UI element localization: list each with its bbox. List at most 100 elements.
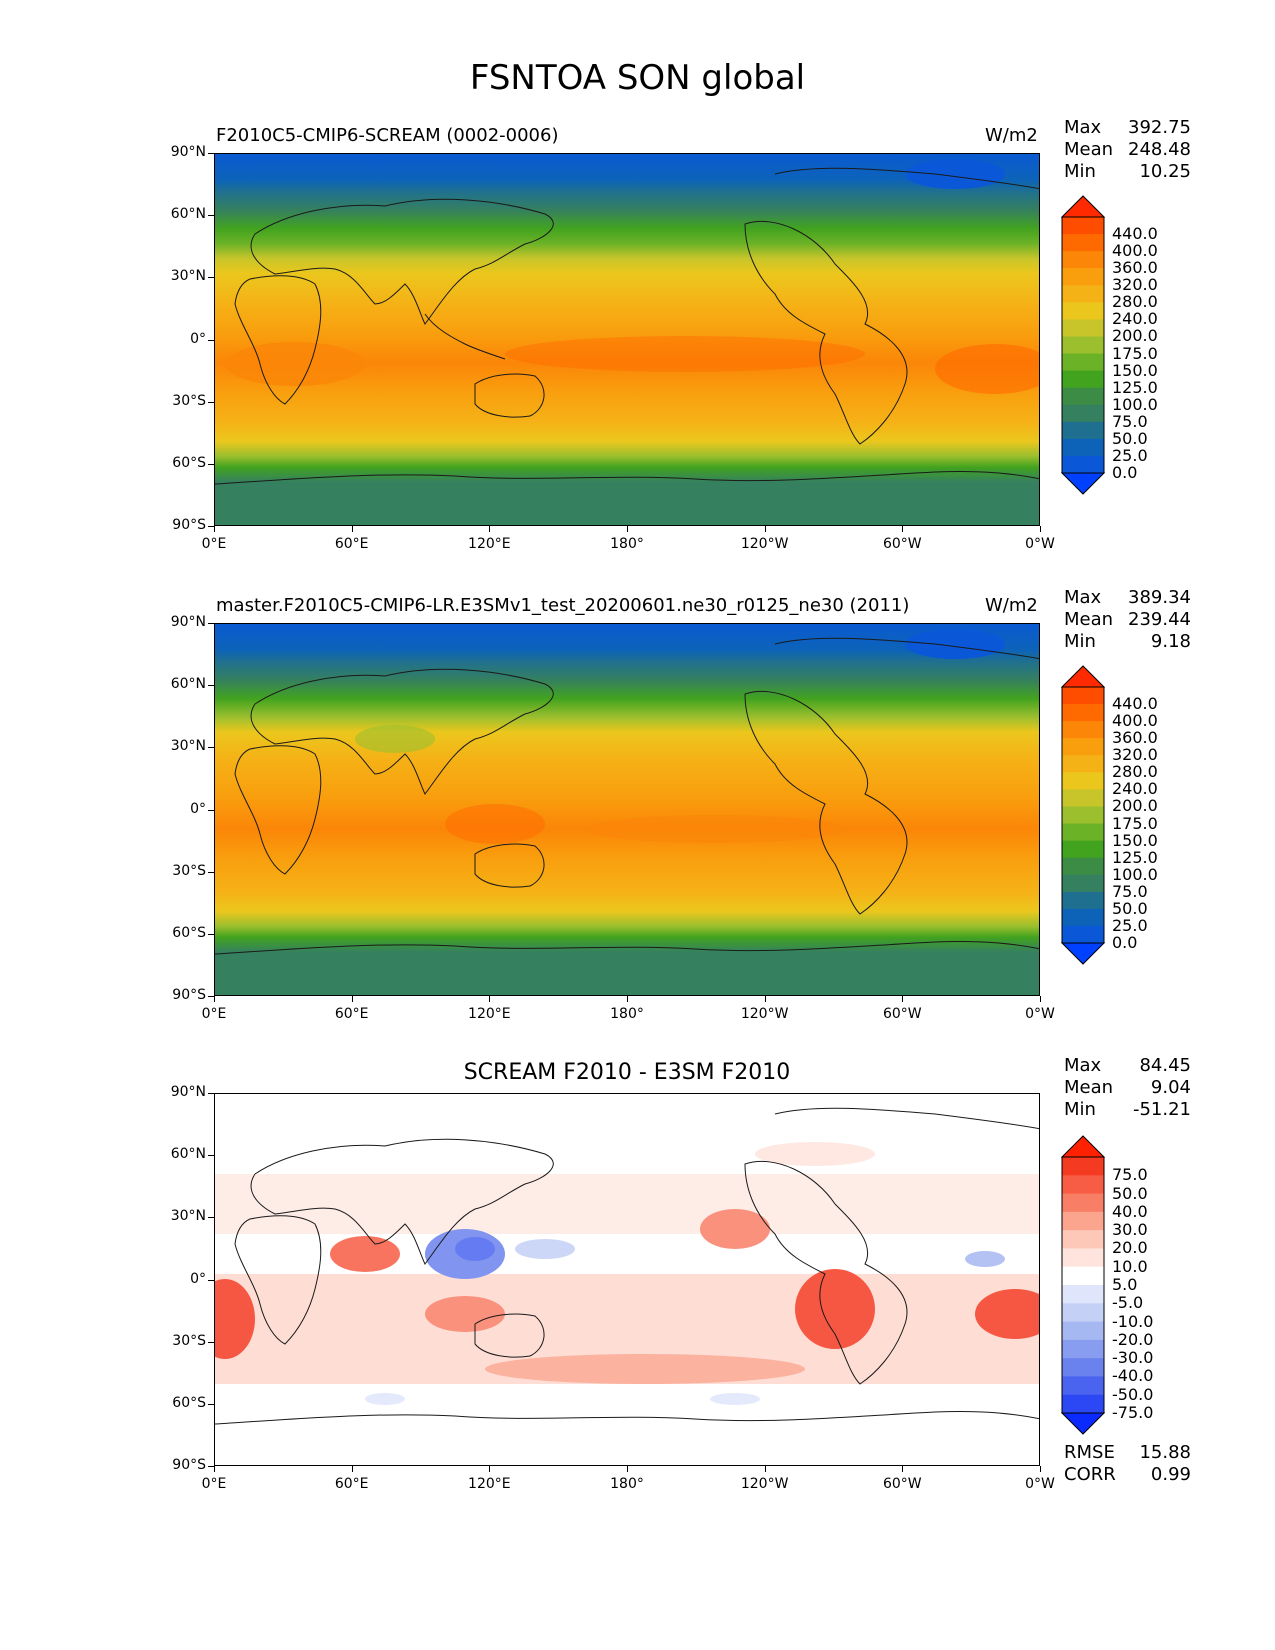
map-plot (214, 623, 1040, 996)
colorbar-segment (1062, 1285, 1104, 1304)
stat-row: Mean 248.48 (1064, 139, 1191, 161)
colorbar-extend-min (1061, 472, 1105, 495)
colorbar-segment (1062, 353, 1104, 372)
colorbar-segment (1062, 891, 1104, 910)
colorbar-segment (1062, 806, 1104, 825)
colorbar-label: 75.0 (1112, 1165, 1148, 1185)
colorbar-label: 75.0 (1112, 411, 1148, 431)
stat-label: Max (1064, 117, 1102, 138)
lat-tick (208, 685, 214, 687)
stat-row: Mean 9.04 (1064, 1077, 1191, 1099)
colorbar-segment (1062, 421, 1104, 440)
lon-tick-label: 120°E (468, 1476, 511, 1492)
colorbar-label: 150.0 (1112, 360, 1158, 380)
lon-tick-label: 60°E (334, 1006, 369, 1022)
colorbar-label: 240.0 (1112, 309, 1158, 329)
colorbar-label: -10.0 (1112, 1311, 1154, 1331)
colorbar-label: 200.0 (1112, 326, 1158, 346)
lon-tick (214, 1466, 215, 1472)
colorbar-segment (1062, 370, 1104, 389)
panel-title: master.F2010C5-CMIP6-LR.E3SMv1_test_2020… (216, 595, 910, 616)
colorbar-label: 0.0 (1112, 933, 1138, 952)
lon-tick (764, 526, 766, 532)
colorbar-segment (1062, 925, 1104, 944)
lon-tick (627, 1466, 628, 1472)
lat-tick-label: 90°S (172, 987, 206, 1003)
colorbar-label: 320.0 (1112, 275, 1158, 295)
colorbar-segment (1062, 874, 1104, 893)
lon-tick-label: 180° (610, 1476, 644, 1492)
stat-value: 392.75 (1128, 117, 1191, 138)
lat-tick (208, 871, 214, 873)
colorbar (1061, 665, 1105, 965)
colorbar-segment (1062, 302, 1104, 320)
colorbar-label: 25.0 (1112, 445, 1148, 465)
lat-tick (208, 339, 214, 341)
stat-value: 9.04 (1150, 1077, 1191, 1098)
stat-row: Min -51.21 (1064, 1099, 1191, 1121)
colorbar-label: 200.0 (1112, 796, 1158, 816)
colorbar-segment (1062, 268, 1104, 286)
colorbar (1061, 1135, 1105, 1435)
colorbar-label: 440.0 (1112, 694, 1158, 714)
lat-tick-label: 90°N (170, 614, 206, 630)
colorbar-segment (1062, 755, 1104, 773)
stat-row: Max 84.45 (1064, 1055, 1191, 1077)
lon-tick (351, 526, 353, 532)
colorbar-segment (1062, 840, 1104, 859)
lat-tick (208, 1155, 214, 1157)
lon-tick (627, 996, 628, 1002)
colorbar-label: -75.0 (1112, 1403, 1154, 1422)
colorbar-segment (1062, 1266, 1104, 1286)
panel-model: F2010C5-CMIP6-SCREAM (0002-0006) W/m2 (0, 110, 1275, 580)
panel-title: SCREAM F2010 - E3SM F2010 (463, 1060, 791, 1085)
colorbar-segment (1062, 404, 1104, 423)
lat-tick (208, 1093, 214, 1094)
panel-title: F2010C5-CMIP6-SCREAM (0002-0006) (216, 125, 559, 146)
colorbar-segment (1062, 455, 1104, 474)
stat-row: Max 389.34 (1064, 587, 1191, 609)
map-field (215, 154, 1039, 525)
stat-label: Min (1064, 161, 1096, 182)
colorbar-label: 175.0 (1112, 343, 1158, 363)
lat-tick-label: 90°S (172, 1457, 206, 1473)
lat-tick-label: 60°N (170, 676, 206, 693)
lat-tick (208, 1217, 214, 1219)
lon-tick-label: 0°W (1025, 536, 1055, 552)
stat-row: Mean 239.44 (1064, 609, 1191, 631)
lat-tick-label: 30°S (172, 1332, 206, 1349)
lat-tick-label: 30°S (172, 392, 206, 409)
colorbar-label: 320.0 (1112, 745, 1158, 765)
map-plot (214, 153, 1040, 526)
lat-tick-label: 90°N (170, 1084, 206, 1100)
colorbar-segment (1062, 319, 1104, 337)
lon-tick (902, 1466, 904, 1472)
lon-tick-label: 120°E (468, 536, 511, 552)
colorbar-segment (1062, 908, 1104, 927)
colorbar-extend-min (1061, 1412, 1105, 1435)
stat-row: RMSE 15.88 (1064, 1442, 1191, 1464)
lon-tick-label: 60°E (334, 536, 369, 552)
colorbar-label: 40.0 (1112, 1201, 1148, 1221)
lon-tick-label: 120°W (740, 1006, 789, 1022)
colorbar-segment (1062, 387, 1104, 406)
stat-label: Min (1064, 1099, 1096, 1120)
colorbar-label: 280.0 (1112, 292, 1158, 312)
colorbar-label: 360.0 (1112, 258, 1158, 278)
colorbar-segment (1062, 1193, 1104, 1213)
colorbar-label: 175.0 (1112, 813, 1158, 833)
lon-tick-label: 60°E (334, 1476, 369, 1492)
stat-label: Max (1064, 1055, 1102, 1076)
lat-tick-label: 30°N (170, 738, 206, 755)
lat-tick-label: 0° (190, 800, 206, 817)
lon-tick-label: 0°W (1025, 1476, 1055, 1492)
colorbar-segment (1062, 1339, 1104, 1359)
colorbar-segment (1062, 1358, 1104, 1377)
colorbar-segment (1062, 738, 1104, 756)
stat-row: Min 10.25 (1064, 161, 1191, 183)
colorbar-extend-max (1061, 195, 1105, 218)
colorbar-label: 25.0 (1112, 915, 1148, 935)
lon-tick (489, 1466, 491, 1472)
lon-tick-label: 120°W (740, 536, 789, 552)
lat-tick-label: 60°S (172, 454, 206, 471)
